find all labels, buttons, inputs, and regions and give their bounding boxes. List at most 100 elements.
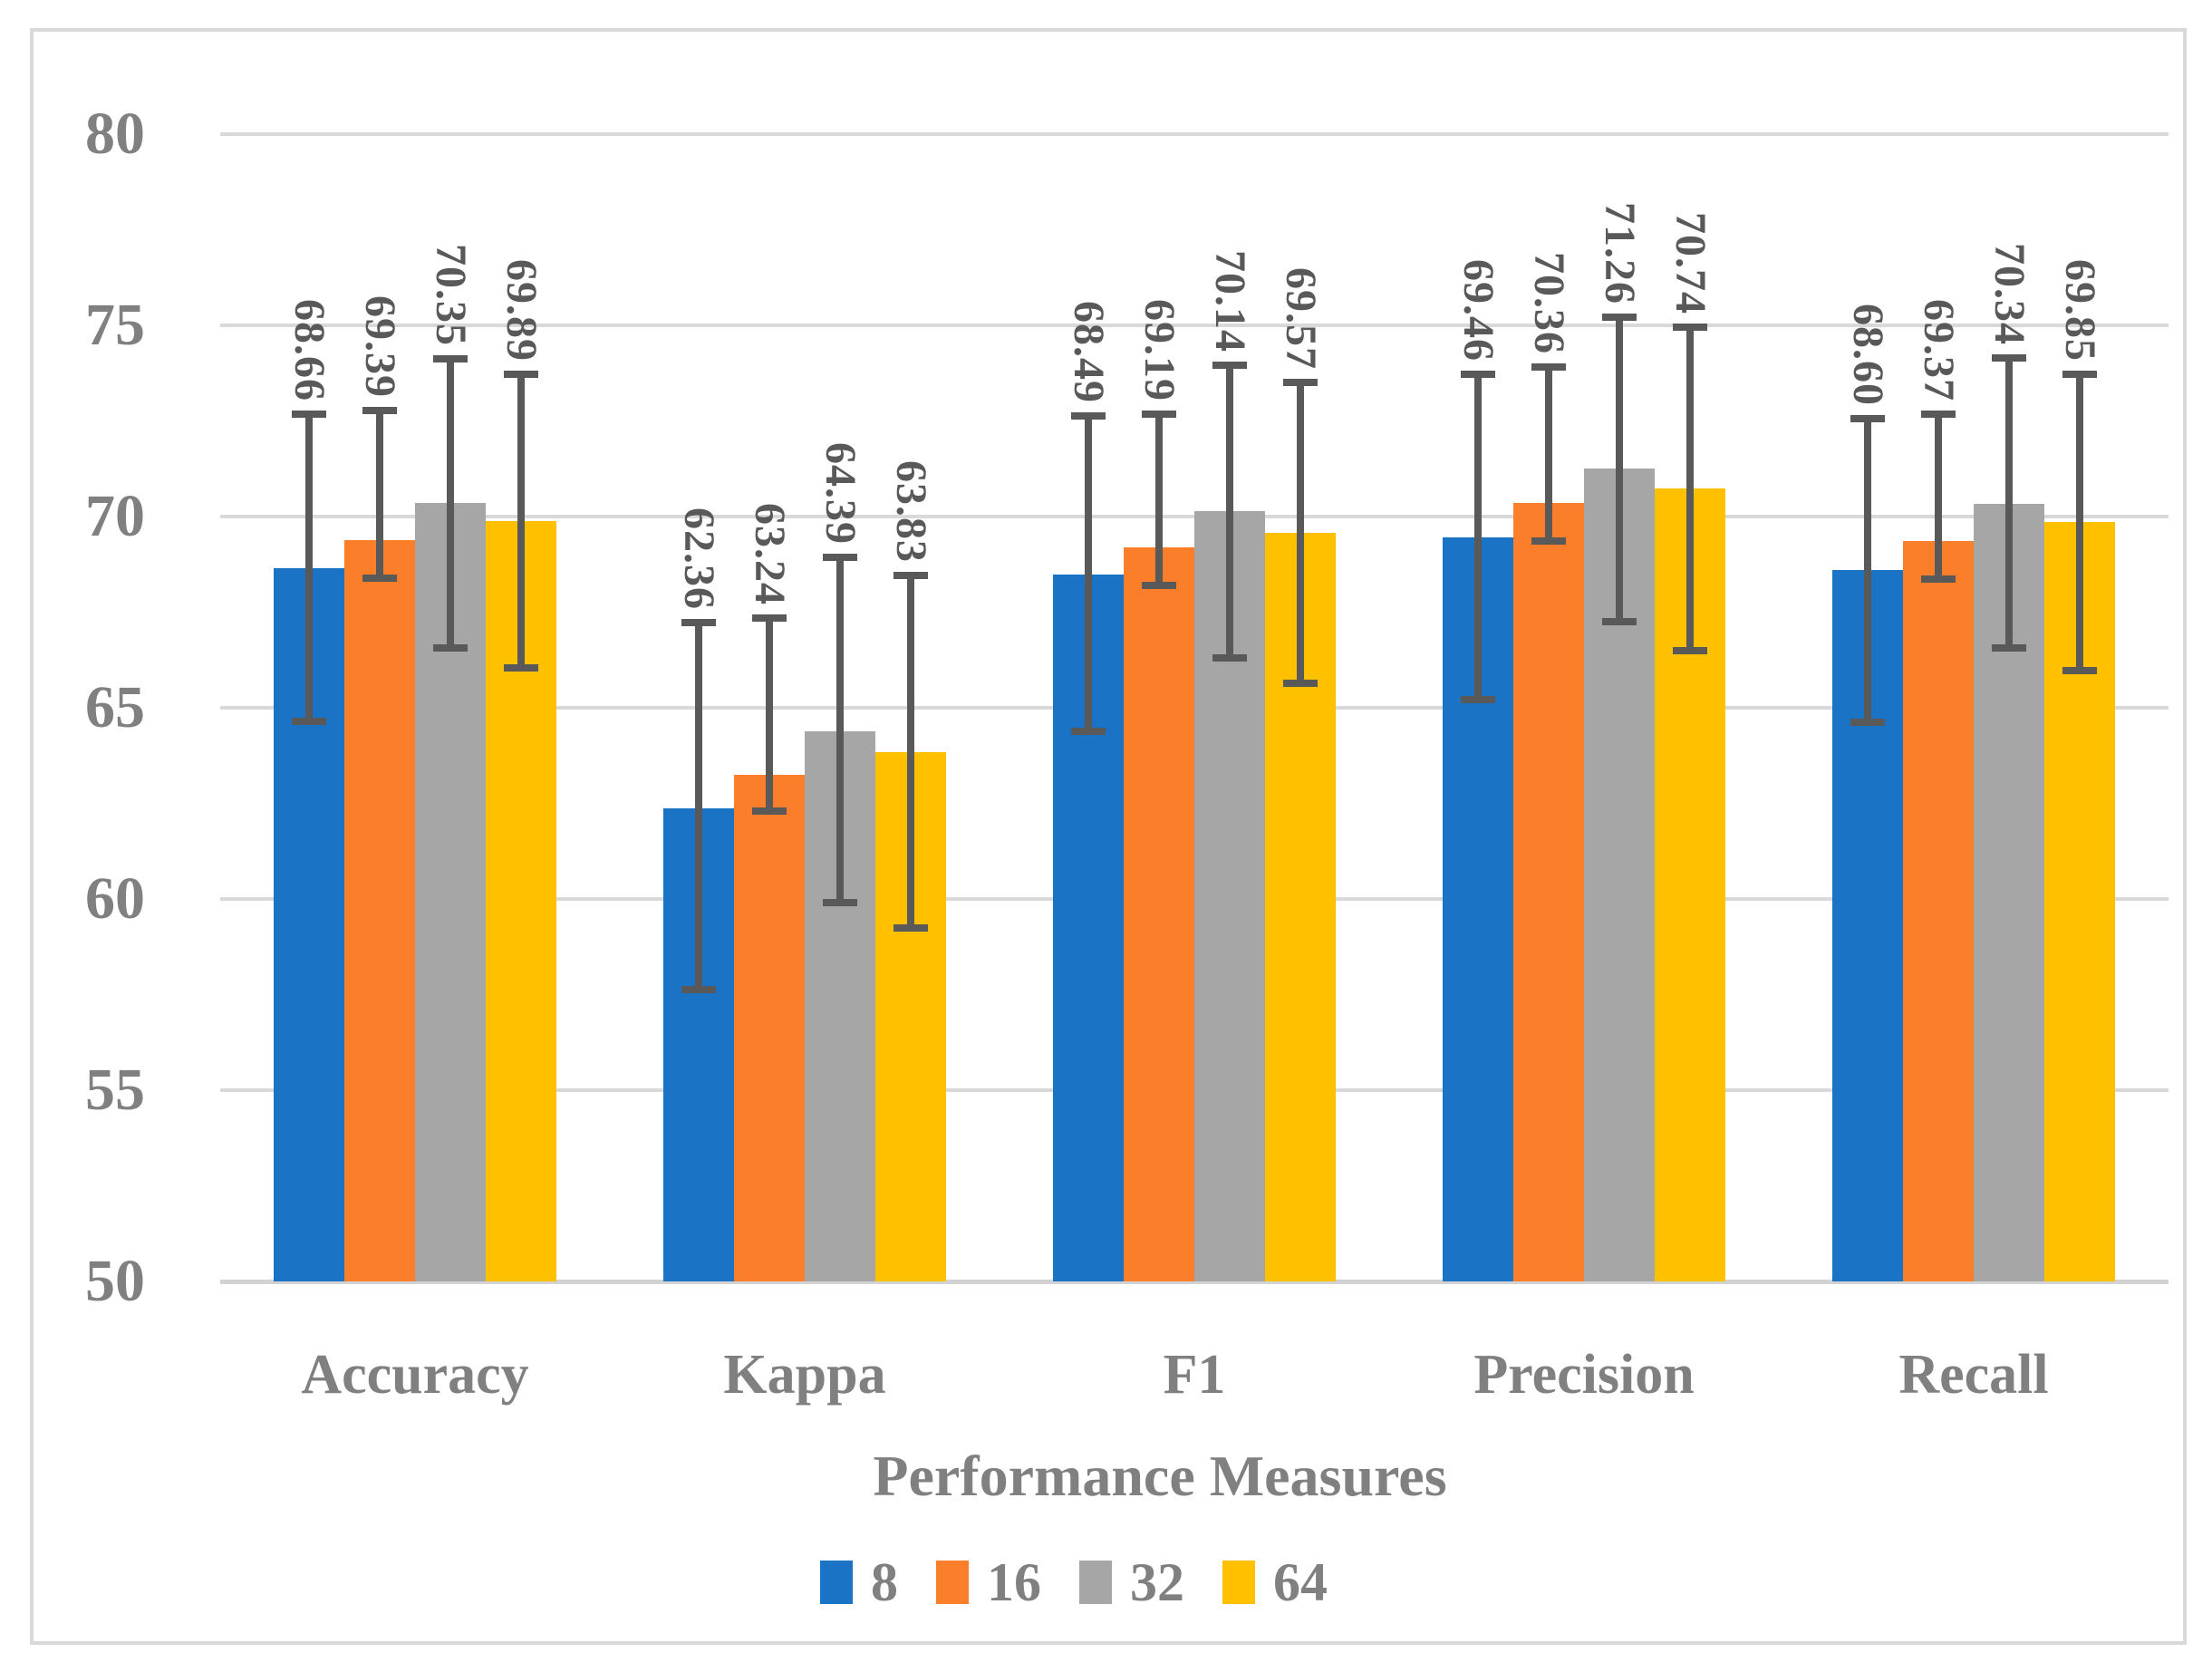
error-bar-cap-bottom (362, 574, 397, 582)
error-bar-cap-bottom (681, 986, 716, 993)
x-axis-title: Performance Measures (873, 1444, 1447, 1508)
y-tick-label: 75 (85, 292, 145, 358)
y-tick-label: 50 (85, 1248, 145, 1314)
bar-value-label: 69.46 (1454, 259, 1502, 362)
error-bar-cap-bottom (893, 924, 928, 933)
error-bar-cap-top (1921, 410, 1956, 418)
error-bar-line (517, 374, 525, 669)
bar-value-label: 69.19 (1135, 298, 1183, 401)
legend-label: 16 (987, 1552, 1041, 1612)
error-bar-cap-bottom (504, 664, 538, 672)
error-bar-line (2076, 374, 2083, 672)
error-bar-cap-bottom (1142, 581, 1176, 589)
legend-swatch-8 (820, 1561, 853, 1604)
category-label-precision: Precision (1473, 1344, 1695, 1406)
y-tick-label: 60 (85, 865, 145, 932)
bar-value-label: 69.89 (497, 259, 546, 362)
error-bar-cap-bottom (1531, 537, 1566, 545)
legend-item-16: 16 (936, 1555, 1041, 1609)
legend-label: 64 (1273, 1552, 1328, 1612)
legend-item-32: 32 (1079, 1555, 1184, 1609)
error-bar-cap-top (1531, 362, 1566, 371)
error-bar-cap-top (893, 571, 928, 579)
bar-value-label: 69.39 (356, 295, 404, 399)
error-bar-cap-top (1992, 353, 2026, 362)
error-bar-cap-bottom (1283, 679, 1318, 687)
error-bar-line (1085, 416, 1092, 732)
error-bar-cap-top (504, 371, 538, 379)
y-gridline (220, 132, 2169, 136)
bar-recall-16 (1903, 540, 1974, 1281)
bar-accuracy-16 (344, 539, 415, 1281)
bar-value-label: 63.83 (887, 460, 935, 563)
error-bar-line (907, 575, 914, 929)
legend-swatch-64 (1222, 1561, 1255, 1604)
error-bar-line (2005, 357, 2013, 649)
bar-value-label: 68.49 (1065, 301, 1113, 404)
error-bar-cap-bottom (433, 644, 468, 652)
error-bar-cap-top (433, 355, 468, 363)
y-gridline (220, 324, 2169, 327)
bar-value-label: 70.35 (427, 244, 475, 347)
error-bar-line (695, 622, 702, 990)
category-label-kappa: Kappa (723, 1344, 886, 1406)
bar-value-label: 70.14 (1206, 249, 1254, 353)
bar-value-label: 69.85 (2056, 259, 2104, 362)
error-bar-cap-top (1602, 314, 1637, 322)
bar-kappa-16 (734, 775, 805, 1281)
error-bar-cap-bottom (1212, 654, 1247, 662)
error-bar-line (766, 617, 773, 811)
y-tick-label: 70 (85, 483, 145, 549)
error-bar-cap-top (1461, 371, 1495, 379)
error-bar-cap-top (823, 554, 857, 562)
error-bar-cap-bottom (823, 898, 857, 906)
error-bar-cap-bottom (1602, 618, 1637, 626)
error-bar-line (1864, 418, 1871, 723)
error-bar-cap-bottom (1673, 647, 1707, 655)
bar-f1-16 (1124, 547, 1194, 1281)
error-bar-line (1155, 413, 1163, 585)
error-bar-cap-top (2062, 371, 2097, 379)
y-tick-label: 55 (85, 1057, 145, 1123)
error-bar-cap-top (1283, 378, 1318, 386)
bar-value-label: 63.24 (746, 502, 794, 605)
legend-item-64: 64 (1222, 1555, 1328, 1609)
error-bar-cap-bottom (752, 807, 787, 815)
error-bar-cap-top (1212, 361, 1247, 369)
error-bar-line (836, 557, 844, 903)
error-bar-cap-top (1673, 324, 1707, 332)
bar-precision-16 (1513, 502, 1584, 1281)
error-bar-cap-top (292, 410, 326, 418)
error-bar-cap-bottom (1850, 719, 1885, 727)
bar-value-label: 64.39 (816, 442, 865, 546)
bar-value-label: 70.36 (1525, 252, 1573, 354)
bar-value-label: 69.57 (1277, 266, 1325, 370)
error-bar-cap-bottom (292, 718, 326, 726)
error-bar-line (1616, 317, 1623, 623)
y-tick-label: 80 (85, 101, 145, 167)
legend-swatch-32 (1079, 1561, 1112, 1604)
error-bar-line (376, 411, 383, 578)
error-bar-cap-top (1142, 410, 1176, 418)
error-bar-line (1686, 327, 1694, 652)
error-bar-line (1545, 366, 1552, 541)
bar-value-label: 71.26 (1596, 202, 1644, 305)
legend-item-8: 8 (820, 1555, 898, 1609)
error-bar-line (447, 359, 454, 649)
error-bar-cap-bottom (1921, 575, 1956, 584)
error-bar-cap-top (1071, 412, 1106, 420)
category-label-accuracy: Accuracy (301, 1344, 529, 1406)
error-bar-cap-top (681, 618, 716, 626)
category-label-f1: F1 (1163, 1344, 1226, 1406)
bar-value-label: 70.74 (1666, 212, 1715, 315)
error-bar-cap-bottom (1461, 696, 1495, 704)
x-axis-line (220, 1280, 2169, 1284)
error-bar-line (1297, 382, 1304, 683)
error-bar-line (1474, 374, 1482, 701)
error-bar-line (1226, 364, 1233, 659)
legend-label: 32 (1130, 1552, 1184, 1612)
bar-value-label: 69.37 (1915, 298, 1963, 401)
bar-value-label: 70.34 (1985, 242, 2033, 345)
bar-value-label: 68.60 (1844, 303, 1892, 406)
